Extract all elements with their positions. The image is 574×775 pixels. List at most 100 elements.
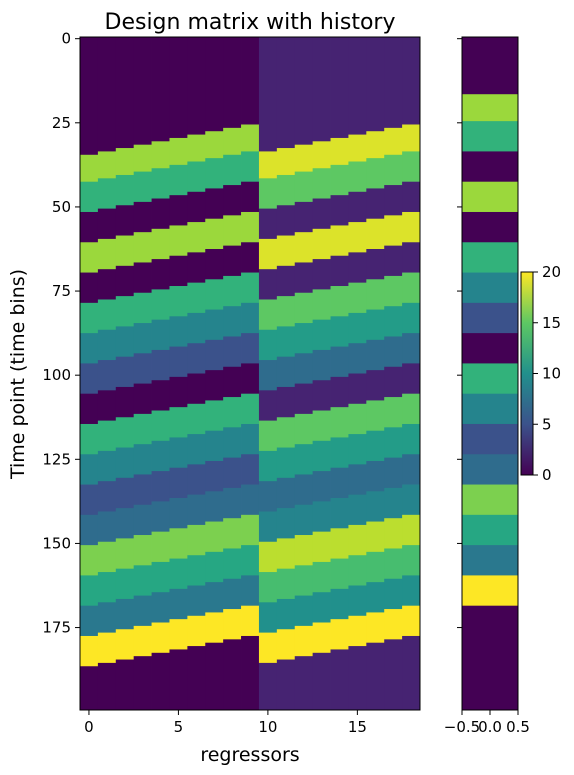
heatmap-cell xyxy=(97,420,117,452)
heatmap-cell xyxy=(169,588,188,620)
heatmap-cell xyxy=(276,477,296,509)
heatmap-cell xyxy=(205,551,224,583)
heatmap-cell xyxy=(133,535,152,566)
heatmap-cell xyxy=(151,319,170,351)
heatmap-cell xyxy=(187,282,206,314)
heatmap-cell xyxy=(276,265,296,297)
heatmap-cell xyxy=(366,612,385,644)
heatmap-cell xyxy=(187,161,206,193)
heatmap-cell xyxy=(169,346,188,378)
heatmap-cell xyxy=(187,343,206,374)
heatmap-cell xyxy=(276,37,296,149)
chart-title: Design matrix with history xyxy=(105,10,396,35)
heatmap-cell xyxy=(223,427,242,459)
heatmap-cell xyxy=(241,605,260,637)
x-tick-label: 15 xyxy=(348,718,367,736)
x-tick-label: 10 xyxy=(258,718,277,736)
heatmap-cell xyxy=(330,346,349,378)
heatmap-cell xyxy=(330,137,349,166)
heatmap-cell xyxy=(169,316,188,347)
stimulus-cell xyxy=(462,484,518,516)
heatmap-cell xyxy=(169,437,188,469)
heatmap-cell xyxy=(348,282,367,314)
heatmap-cell xyxy=(402,211,421,243)
heatmap-frame xyxy=(79,36,421,711)
heatmap-cell xyxy=(312,440,331,472)
heatmap-cell xyxy=(366,370,385,401)
heatmap-cell xyxy=(241,242,260,273)
heatmap-cell xyxy=(348,161,367,193)
heatmap-cell xyxy=(151,168,170,199)
heatmap-cell xyxy=(312,349,331,381)
heatmap-cell xyxy=(133,171,152,203)
heatmap-cell xyxy=(133,565,152,596)
heatmap-cell xyxy=(384,336,403,368)
heatmap-cell xyxy=(223,609,242,640)
heatmap-cell xyxy=(115,37,135,149)
heatmap-cell xyxy=(115,386,135,418)
heatmap-cell xyxy=(241,333,260,364)
heatmap-cell xyxy=(294,656,314,711)
heatmap-cell xyxy=(187,615,206,647)
heatmap-cell xyxy=(151,561,170,593)
heatmap-cell xyxy=(366,551,385,583)
heatmap-cell xyxy=(402,454,421,485)
heatmap-cell xyxy=(348,555,367,586)
heatmap-cell xyxy=(276,386,296,418)
heatmap-cell xyxy=(169,528,188,559)
heatmap-cell xyxy=(169,255,188,287)
heatmap-cell xyxy=(223,366,242,398)
heatmap-cell xyxy=(312,228,331,260)
heatmap-cell xyxy=(80,545,99,576)
heatmap-cell xyxy=(348,434,367,465)
heatmap-cell xyxy=(330,649,349,711)
heatmap-cell xyxy=(258,632,278,664)
heatmap-cell xyxy=(312,259,331,290)
stimulus-cell xyxy=(462,302,518,334)
heatmap-cell xyxy=(258,360,278,391)
heatmap-cell xyxy=(97,360,117,391)
heatmap-cell xyxy=(97,481,117,512)
x-tick-label: 0 xyxy=(84,718,94,736)
heatmap-cell xyxy=(115,148,135,176)
stimulus-cell xyxy=(462,363,518,395)
heatmap-cell xyxy=(223,457,242,489)
heatmap-cell xyxy=(366,491,385,522)
stimulus-panel: −0.50.0 0.5 xyxy=(444,36,530,736)
heatmap-cell xyxy=(187,312,206,344)
heatmap-cell xyxy=(366,400,385,432)
heatmap-cell xyxy=(97,662,117,711)
heatmap-cell xyxy=(294,144,314,172)
heatmap-cell xyxy=(330,286,349,317)
stimulus-y-ticks xyxy=(457,38,462,629)
heatmap-cell xyxy=(402,605,421,637)
heatmap-cell xyxy=(151,228,170,260)
heatmap-cell xyxy=(402,333,421,364)
heatmap-cell xyxy=(366,309,385,341)
y-tick-label: 125 xyxy=(42,450,71,468)
heatmap-cell xyxy=(133,292,152,324)
heatmap-cell xyxy=(80,484,99,516)
heatmap-cell xyxy=(384,127,403,156)
heatmap-cell xyxy=(205,279,224,310)
heatmap-cell xyxy=(151,259,170,290)
heatmap-cell xyxy=(223,548,242,580)
heatmap-cell xyxy=(276,148,296,176)
stimulus-cell xyxy=(462,121,518,152)
heatmap-cell xyxy=(169,376,188,408)
heatmap-cell xyxy=(258,37,278,152)
y-tick-label: 25 xyxy=(52,114,71,132)
heatmap-cell xyxy=(133,595,152,627)
colorbar-gradient xyxy=(520,271,534,476)
heatmap-cell xyxy=(384,37,403,129)
heatmap-cell xyxy=(115,508,135,539)
heatmap-cell xyxy=(348,646,367,711)
heatmap-cell xyxy=(115,598,135,630)
heatmap-cell xyxy=(366,279,385,310)
heatmap-cell xyxy=(312,652,331,711)
heatmap-cell xyxy=(312,37,331,142)
heatmap-cell xyxy=(294,565,314,596)
heatmap-cell xyxy=(276,568,296,600)
heatmap-cell xyxy=(223,154,242,186)
heatmap-cell xyxy=(258,208,278,240)
